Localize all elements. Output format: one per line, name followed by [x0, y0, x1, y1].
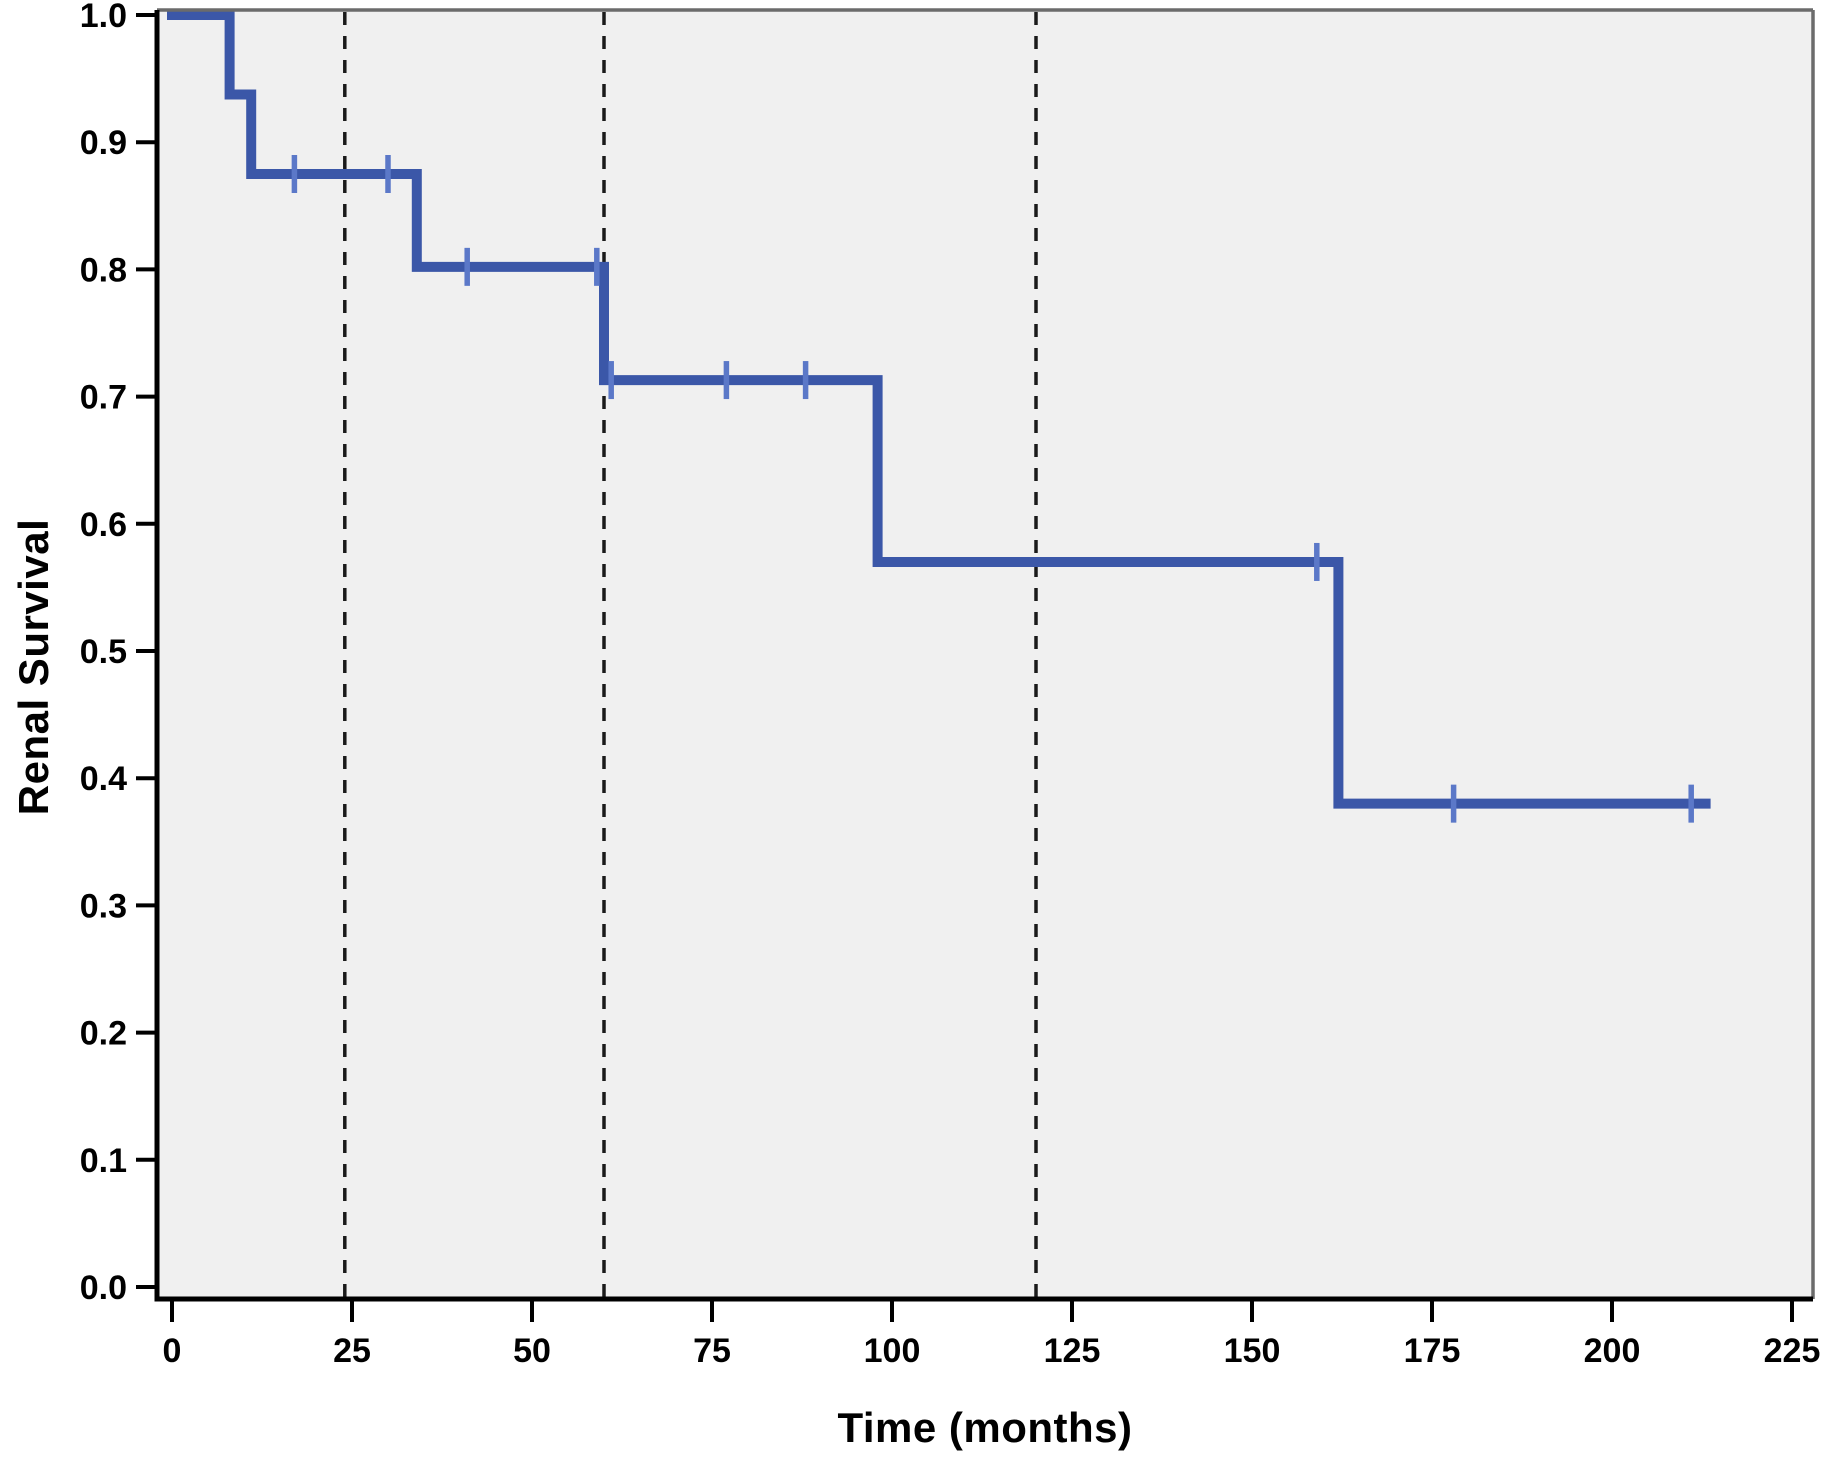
y-tick-label-0.6: 0.6 [80, 506, 127, 544]
y-tick-label-0.9: 0.9 [80, 124, 127, 162]
y-tick-label-0.5: 0.5 [80, 633, 127, 671]
x-tick-label-225: 225 [1764, 1332, 1821, 1370]
y-tick-label-0.2: 0.2 [80, 1015, 127, 1053]
x-tick-label-25: 25 [333, 1332, 371, 1370]
y-tick-label-0.4: 0.4 [80, 760, 127, 798]
y-tick-label-0.8: 0.8 [80, 251, 127, 289]
survival-step-curve [167, 10, 1711, 809]
y-tick-label-0.0: 0.0 [80, 1269, 127, 1307]
x-tick-label-75: 75 [693, 1332, 731, 1370]
x-tick-label-175: 175 [1404, 1332, 1461, 1370]
y-tick-label-0.3: 0.3 [80, 887, 127, 925]
x-tick-label-0: 0 [163, 1332, 182, 1370]
y-tick-label-0.7: 0.7 [80, 379, 127, 417]
x-tick-label-50: 50 [513, 1332, 551, 1370]
y-tick-label-0.1: 0.1 [80, 1142, 127, 1180]
plot-area-background [157, 10, 1813, 1299]
y-tick-label-1.0: 1.0 [80, 0, 127, 35]
y-axis-title: Renal Survival [10, 518, 57, 816]
x-axis-title: Time (months) [837, 1404, 1133, 1451]
x-tick-label-100: 100 [864, 1332, 921, 1370]
x-tick-label-150: 150 [1224, 1332, 1281, 1370]
x-tick-label-125: 125 [1044, 1332, 1101, 1370]
x-tick-label-200: 200 [1584, 1332, 1641, 1370]
